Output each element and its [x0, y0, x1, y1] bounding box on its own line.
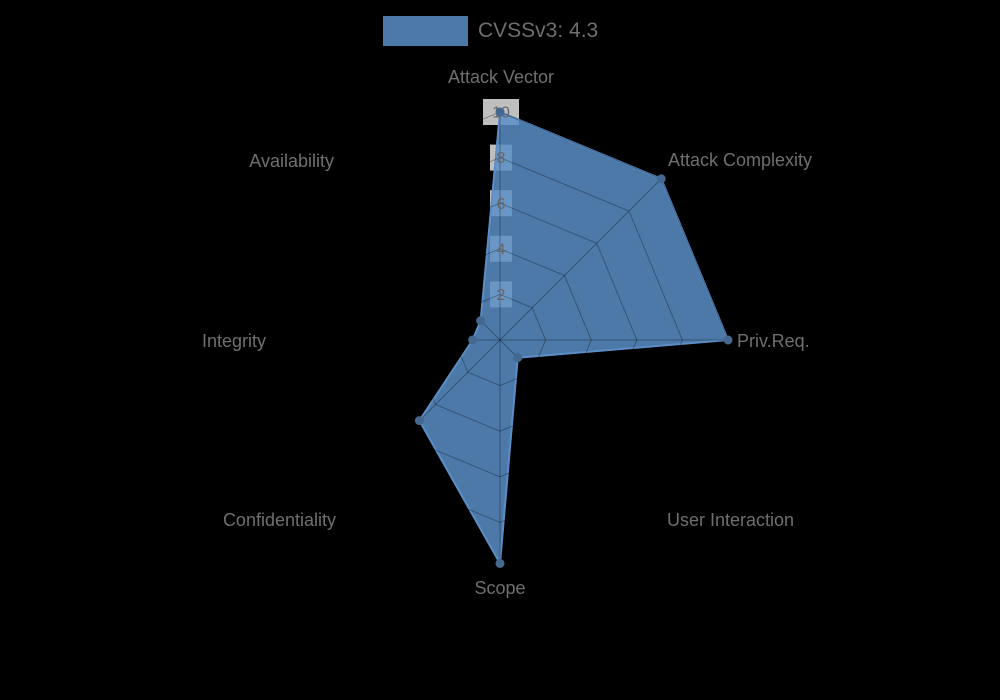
radar-grid [271, 111, 729, 569]
axis-label-availability: Availability [249, 151, 334, 171]
axis-label-scope: Scope [474, 578, 525, 598]
axis-label-confidentiality: Confidentiality [223, 510, 336, 530]
axis-label-integrity: Integrity [202, 331, 266, 351]
axis-label-priv-req: Priv.Req. [737, 331, 810, 351]
legend-swatch [383, 16, 468, 46]
svg-text:2: 2 [497, 287, 506, 304]
axis-labels: Attack Vector Attack Complexity Priv.Req… [202, 67, 812, 598]
svg-text:4: 4 [497, 241, 506, 258]
axis-label-user-interaction: User Interaction [667, 510, 794, 530]
legend[interactable]: CVSSv3: 4.3 [383, 16, 598, 46]
radar-points [414, 107, 733, 568]
svg-text:6: 6 [497, 196, 506, 213]
axis-label-attack-vector: Attack Vector [448, 67, 554, 87]
svg-text:8: 8 [497, 150, 506, 167]
legend-label: CVSSv3: 4.3 [478, 19, 599, 42]
axis-label-attack-complexity: Attack Complexity [668, 150, 812, 170]
